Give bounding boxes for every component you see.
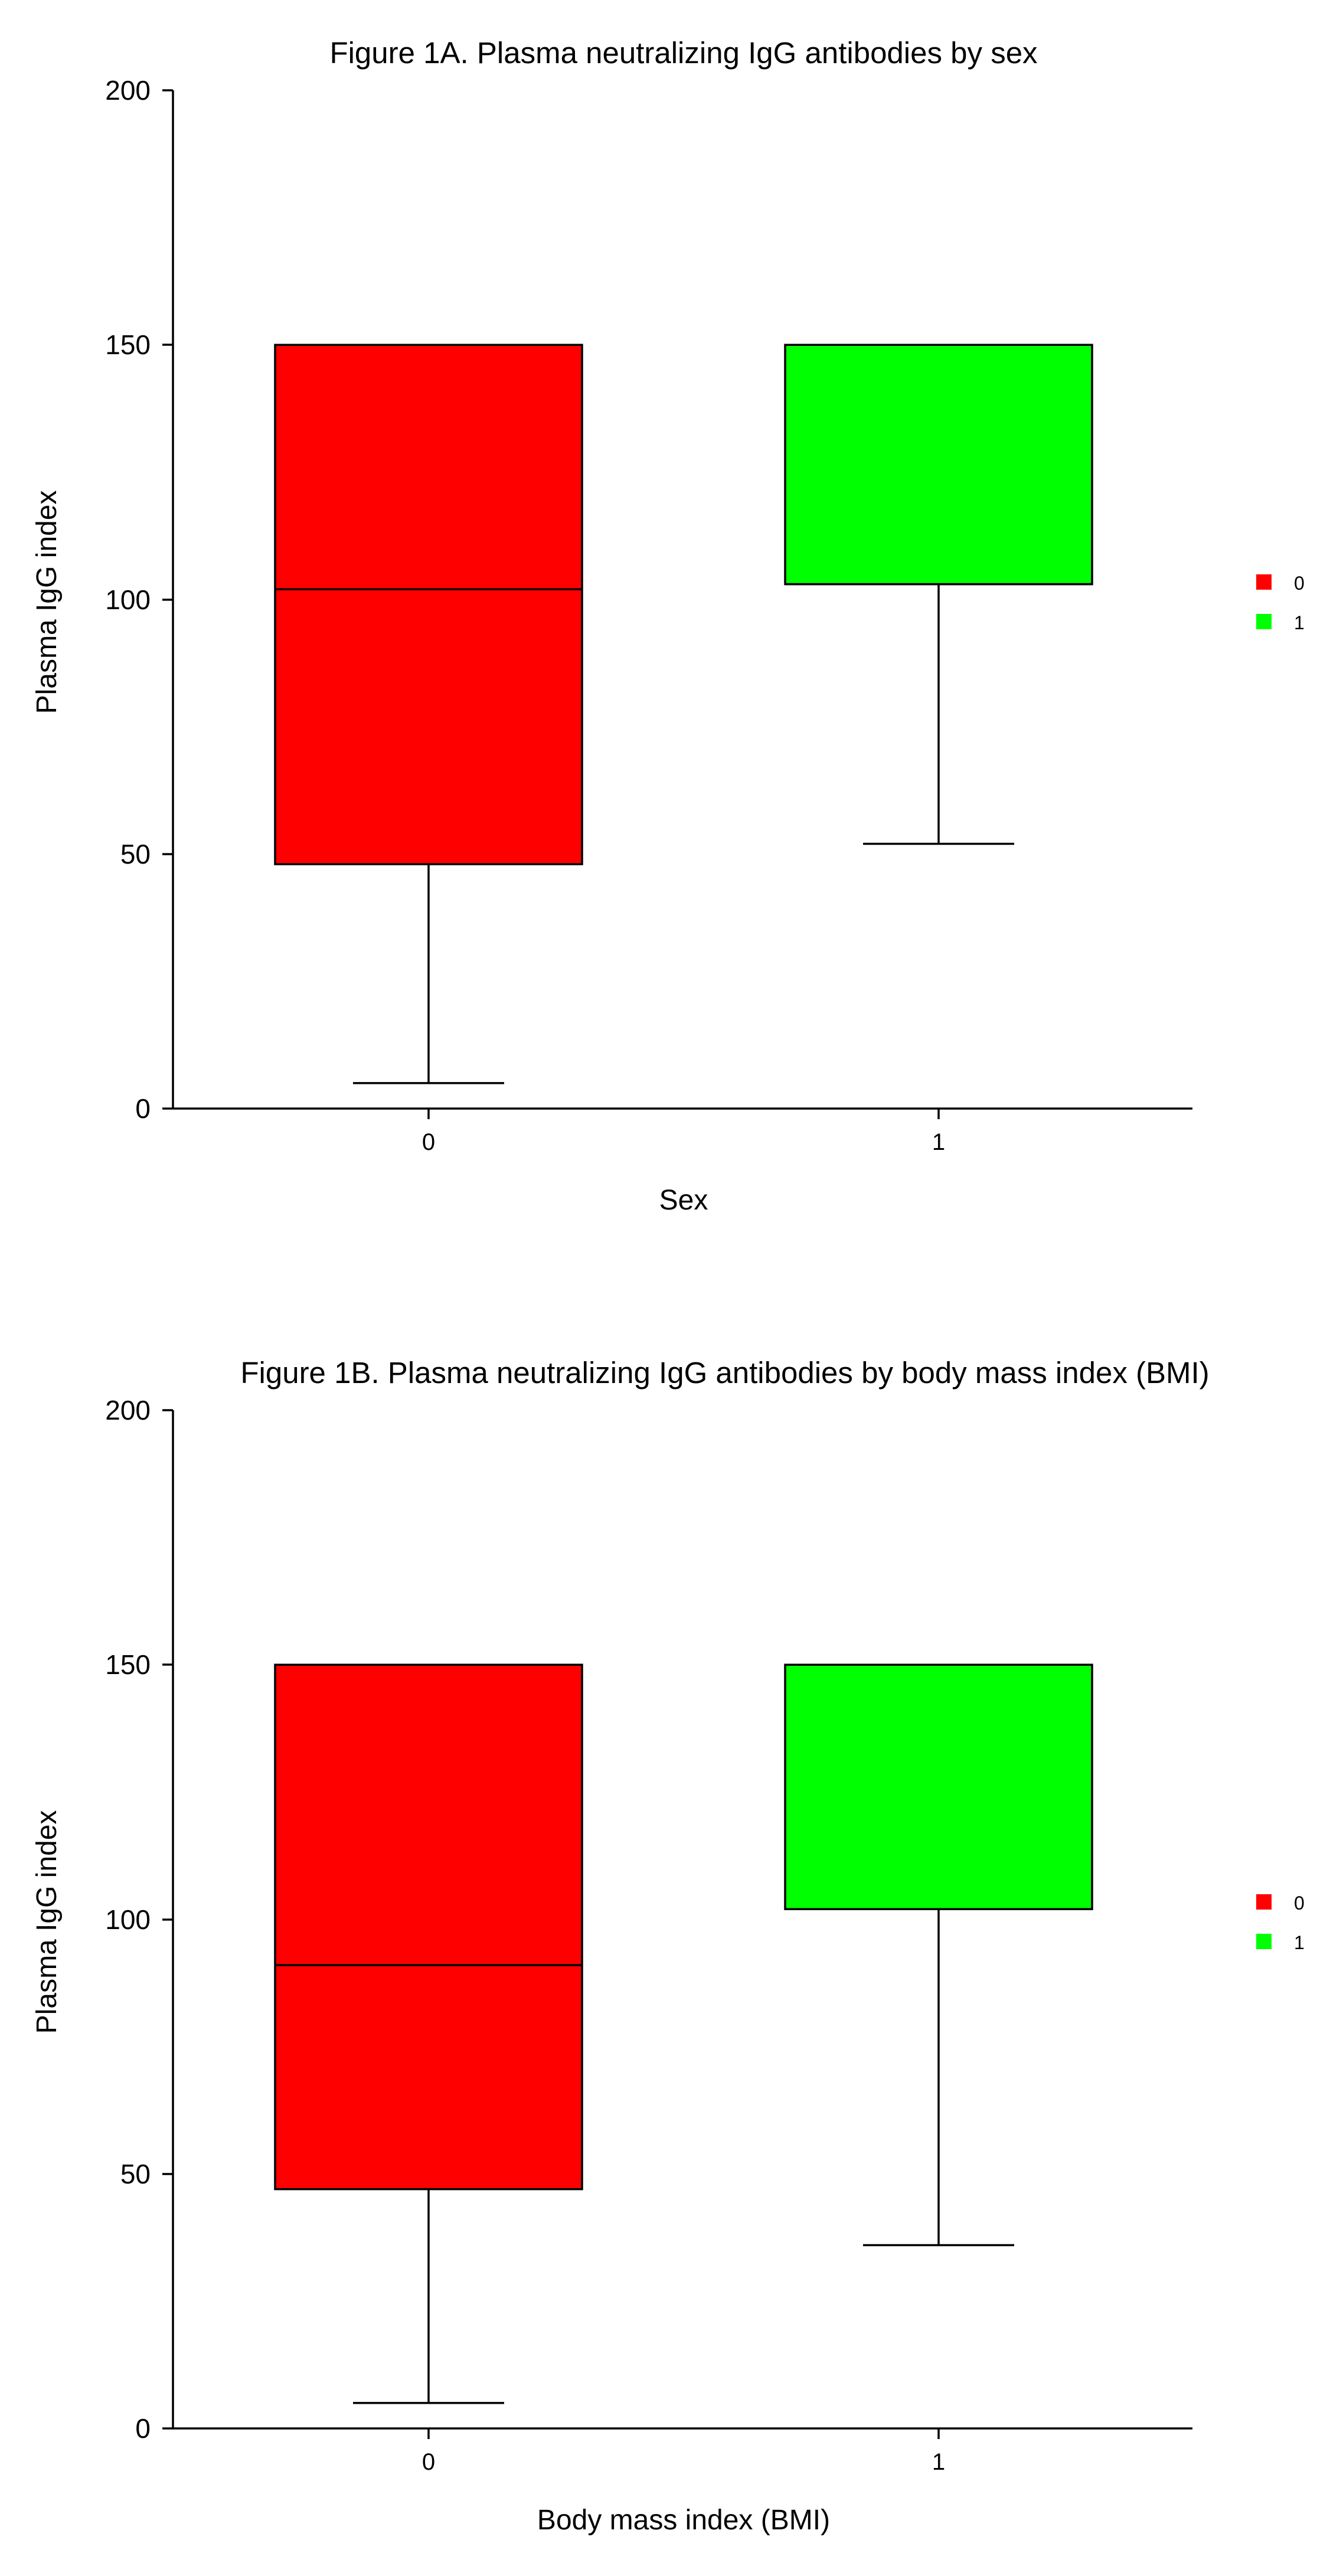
chart-panel-a: Figure 1A. Plasma neutralizing IgG antib… xyxy=(31,36,1305,1216)
y-tick-label: 100 xyxy=(105,584,151,615)
x-axis: 0 1 xyxy=(173,2427,1192,2475)
y-axis: 0 50 100 150 200 xyxy=(105,1395,174,2444)
box-plot-series xyxy=(274,344,1093,1084)
y-tick-label: 150 xyxy=(105,329,151,360)
legend-label-0: 0 xyxy=(1294,1892,1305,1914)
legend-label-1: 1 xyxy=(1294,1932,1305,1953)
box-1 xyxy=(784,1663,1093,1910)
box-0 xyxy=(274,1663,583,2191)
legend-label-1: 1 xyxy=(1294,612,1305,633)
y-tick-label: 100 xyxy=(105,1904,151,1935)
legend: 0 1 xyxy=(1256,573,1305,633)
chart-panel-b: Figure 1B. Plasma neutralizing IgG antib… xyxy=(31,1356,1305,2536)
x-axis: 0 1 xyxy=(173,1107,1192,1155)
y-axis-label: Plasma IgG index xyxy=(31,491,63,714)
y-tick-label: 50 xyxy=(120,2159,151,2189)
x-axis-label: Sex xyxy=(659,1185,708,1216)
y-tick-label: 200 xyxy=(105,1395,151,1426)
y-tick-label: 50 xyxy=(120,839,151,869)
y-axis: 0 50 100 150 200 xyxy=(105,75,174,1124)
box-plot-series xyxy=(274,1663,1093,2404)
legend-label-0: 0 xyxy=(1294,573,1305,594)
legend: 0 1 xyxy=(1256,1892,1305,1953)
box-1 xyxy=(784,344,1093,586)
box-0 xyxy=(274,344,583,865)
legend-swatch-1 xyxy=(1256,1934,1272,1949)
x-tick-label: 1 xyxy=(932,1129,945,1155)
chart-title: Figure 1B. Plasma neutralizing IgG antib… xyxy=(240,1356,1209,1390)
x-tick-label: 0 xyxy=(422,2449,435,2475)
chart-title: Figure 1A. Plasma neutralizing IgG antib… xyxy=(329,36,1037,70)
y-axis-label: Plasma IgG index xyxy=(31,1810,63,2034)
y-tick-label: 0 xyxy=(135,2413,151,2444)
legend-swatch-1 xyxy=(1256,614,1272,629)
y-tick-label: 150 xyxy=(105,1649,151,1680)
x-tick-label: 1 xyxy=(932,2449,945,2475)
legend-swatch-0 xyxy=(1256,1894,1272,1910)
y-tick-label: 200 xyxy=(105,75,151,106)
x-axis-label: Body mass index (BMI) xyxy=(537,2505,830,2536)
legend-swatch-0 xyxy=(1256,574,1272,590)
x-tick-label: 0 xyxy=(422,1129,435,1155)
y-tick-label: 0 xyxy=(135,1093,151,1124)
